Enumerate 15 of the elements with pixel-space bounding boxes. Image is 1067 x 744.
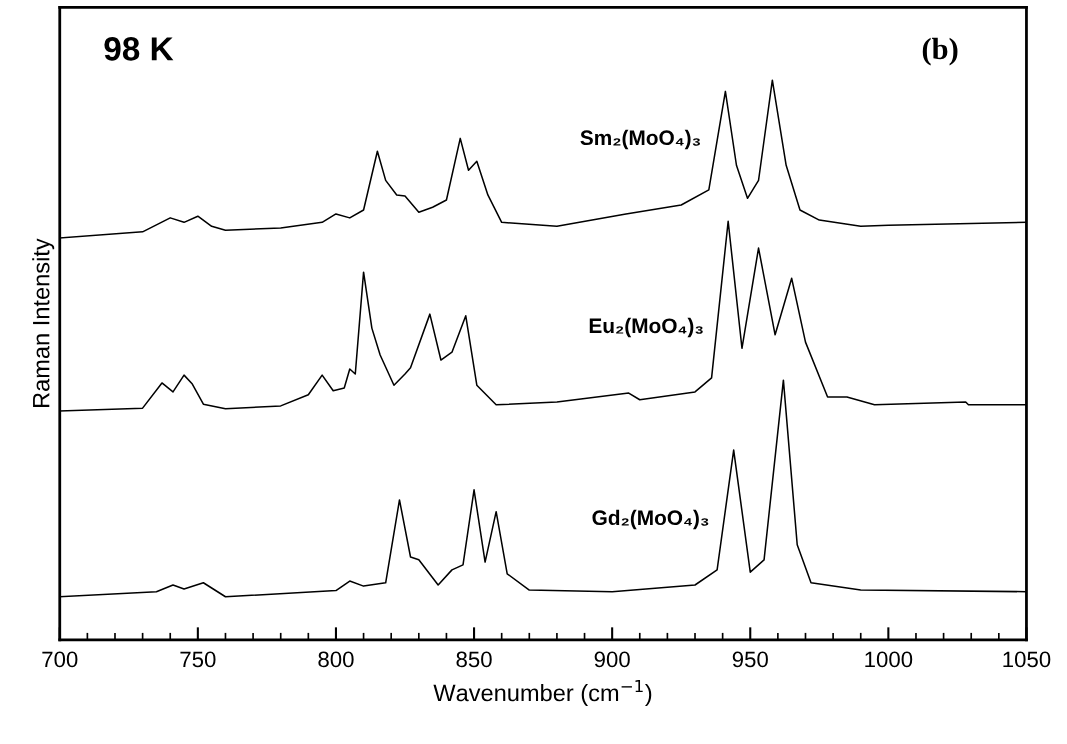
x-tick-label: 1000 xyxy=(865,651,913,668)
text: 98 K xyxy=(104,37,174,61)
x-axis-title: Wavenumber (cm$^{−1}$) xyxy=(433,680,652,706)
x-tick-label: 700 xyxy=(42,651,78,668)
series-label: Sm₂(MoO₄)₃ xyxy=(580,129,700,150)
text: (b) xyxy=(922,37,958,66)
x-tick-label: 900 xyxy=(594,651,630,668)
x-tick-label: 800 xyxy=(318,651,354,668)
x-tick-label: 1050 xyxy=(1003,651,1051,668)
x-tick-label: 850 xyxy=(456,651,492,668)
y-axis-title: Raman Intensity xyxy=(32,238,55,407)
x-tick-label: 950 xyxy=(732,651,768,668)
x-tick-label: 750 xyxy=(180,651,216,668)
series-label: Eu₂(MoO₄)₃ xyxy=(589,317,703,338)
series-label: Gd₂(MoO₄)₃ xyxy=(592,509,709,530)
